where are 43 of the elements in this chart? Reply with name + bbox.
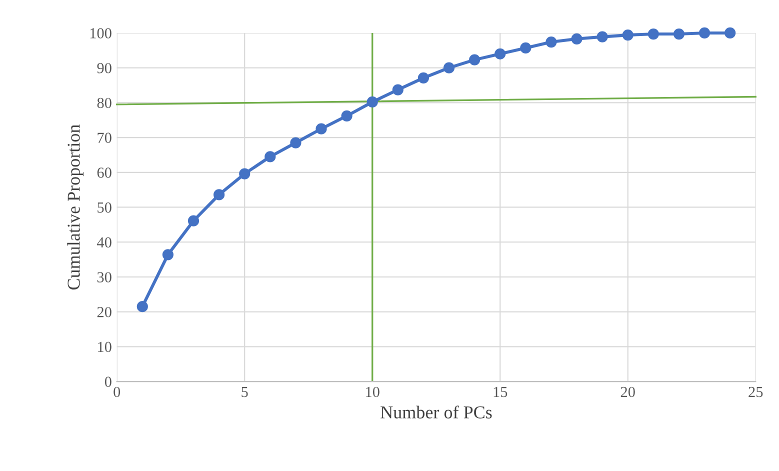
point [673,28,685,40]
x-tick-label: 10 [366,386,380,398]
point [418,72,430,84]
point [188,215,200,226]
point [520,42,532,54]
point [596,31,608,42]
y-tick-label: 10 [98,342,112,352]
point [443,62,455,74]
y-tick-label: 0 [104,376,112,387]
y-tick-label: 30 [97,272,112,282]
point [316,123,327,134]
y-tick-label: 90 [97,62,112,74]
y-tick-label: 60 [97,168,112,178]
y-tick-label: 80 [97,98,112,108]
point [494,48,506,60]
point [136,301,148,312]
x-tick-label: 0 [114,386,120,398]
point [622,30,634,41]
point [571,33,582,44]
y-axis-title: Cumulative Proportion [67,124,84,290]
y-tick-label: 70 [98,132,112,143]
point [239,168,250,180]
y-tick-label: 40 [97,237,112,248]
point [341,110,352,122]
point [648,28,659,40]
x-tick-label: 5 [242,386,248,398]
point [264,151,276,162]
point [366,96,378,108]
x-axis-title: Number of PCs [380,406,492,418]
point [214,189,225,200]
point [724,27,736,39]
y-tick-label: 50 [98,202,112,213]
y-tick-label: 100 [90,28,112,38]
point [698,27,710,39]
x-tick-label: 20 [620,386,635,398]
point [546,36,557,48]
x-tick-label: 25 [748,386,763,398]
point [469,54,480,66]
y-tick-label: 20 [97,306,112,318]
x-tick-label: 15 [494,386,508,398]
point [290,137,302,148]
point [162,249,174,260]
point [392,84,404,96]
